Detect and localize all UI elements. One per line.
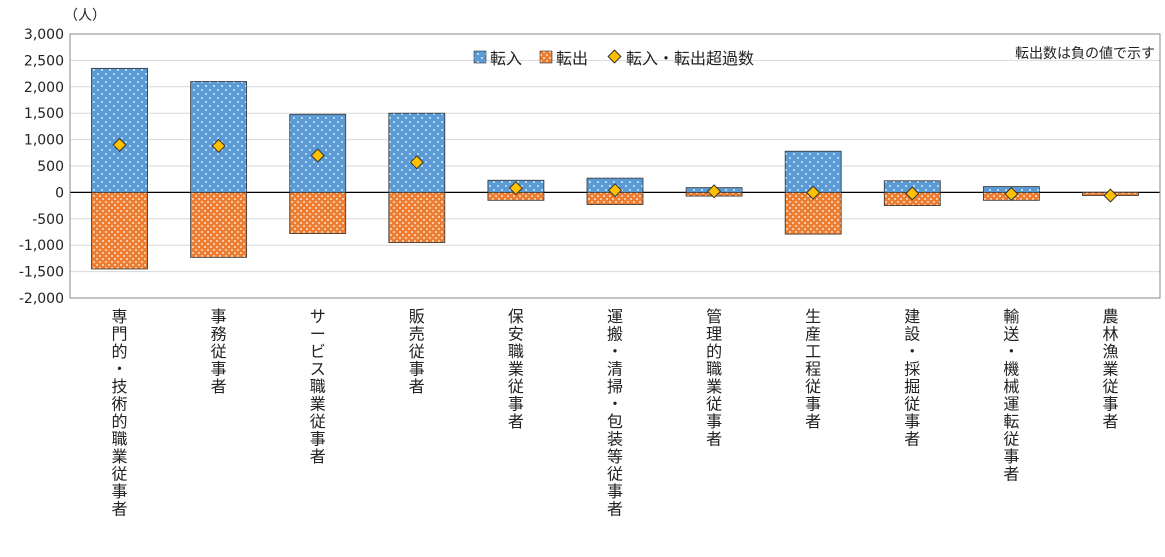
bar-out bbox=[388, 191, 446, 243]
legend-swatch-in bbox=[473, 50, 487, 64]
category-label: 事務従事者 bbox=[211, 307, 227, 396]
legend: 転入 転出 転入・転出超過数 bbox=[473, 49, 754, 68]
legend-label-in: 転入 bbox=[490, 49, 522, 68]
category-label: 農林漁業従事者 bbox=[1102, 307, 1118, 431]
legend-label-out: 転出 bbox=[556, 49, 588, 68]
y-tick-label: -1,500 bbox=[19, 265, 64, 281]
net-marker bbox=[905, 186, 920, 201]
bar-out bbox=[91, 191, 148, 270]
bar-in bbox=[784, 150, 842, 193]
legend-swatch-out bbox=[539, 50, 553, 64]
net-marker bbox=[806, 185, 821, 200]
net-marker bbox=[112, 137, 127, 152]
bar-in bbox=[91, 67, 148, 193]
net-marker bbox=[1103, 188, 1118, 203]
net-marker bbox=[409, 155, 424, 170]
category-label: サービス職業従事者 bbox=[310, 307, 326, 466]
category-label: 輸送・機械運転従事者 bbox=[1003, 307, 1019, 484]
y-tick-label: 1,000 bbox=[24, 133, 64, 149]
y-tick-label: -1,000 bbox=[19, 238, 64, 254]
category-label: 専門的・技術的職業従事者 bbox=[112, 307, 128, 519]
y-tick-label: 3,000 bbox=[24, 27, 64, 43]
chart-note: 転出数は負の値で示す bbox=[1015, 46, 1155, 62]
net-marker bbox=[508, 181, 523, 196]
legend-label-net: 転入・転出超過数 bbox=[626, 49, 754, 68]
y-tick-label: 1,500 bbox=[24, 106, 64, 122]
net-marker bbox=[310, 148, 325, 163]
y-tick-label: 0 bbox=[55, 185, 64, 201]
category-label: 販売従事者 bbox=[409, 307, 425, 396]
net-marker bbox=[707, 184, 722, 199]
category-label: 生産工程従事者 bbox=[805, 307, 821, 431]
category-label: 運搬・清掃・包装等従事者 bbox=[607, 307, 623, 519]
bar-in bbox=[388, 112, 446, 193]
y-tick-label: -500 bbox=[32, 212, 64, 228]
net-marker bbox=[607, 183, 623, 198]
bar-out bbox=[289, 191, 347, 234]
category-label: 建設・採掘従事者 bbox=[904, 307, 920, 449]
category-label: 管理的職業従事者 bbox=[706, 307, 722, 449]
y-tick-label: -2,000 bbox=[19, 291, 64, 307]
y-tick-label: 500 bbox=[37, 159, 64, 175]
unit-label: （人） bbox=[64, 8, 106, 24]
plot-area bbox=[69, 33, 1161, 299]
bar-out bbox=[190, 191, 248, 258]
legend-marker-net bbox=[607, 49, 622, 64]
net-marker bbox=[1004, 186, 1019, 202]
bar-in bbox=[190, 81, 248, 193]
net-marker bbox=[211, 138, 226, 154]
y-tick-label: 2,000 bbox=[24, 80, 64, 96]
category-label: 保安職業従事者 bbox=[508, 307, 524, 431]
y-tick-label: 2,500 bbox=[24, 53, 64, 69]
